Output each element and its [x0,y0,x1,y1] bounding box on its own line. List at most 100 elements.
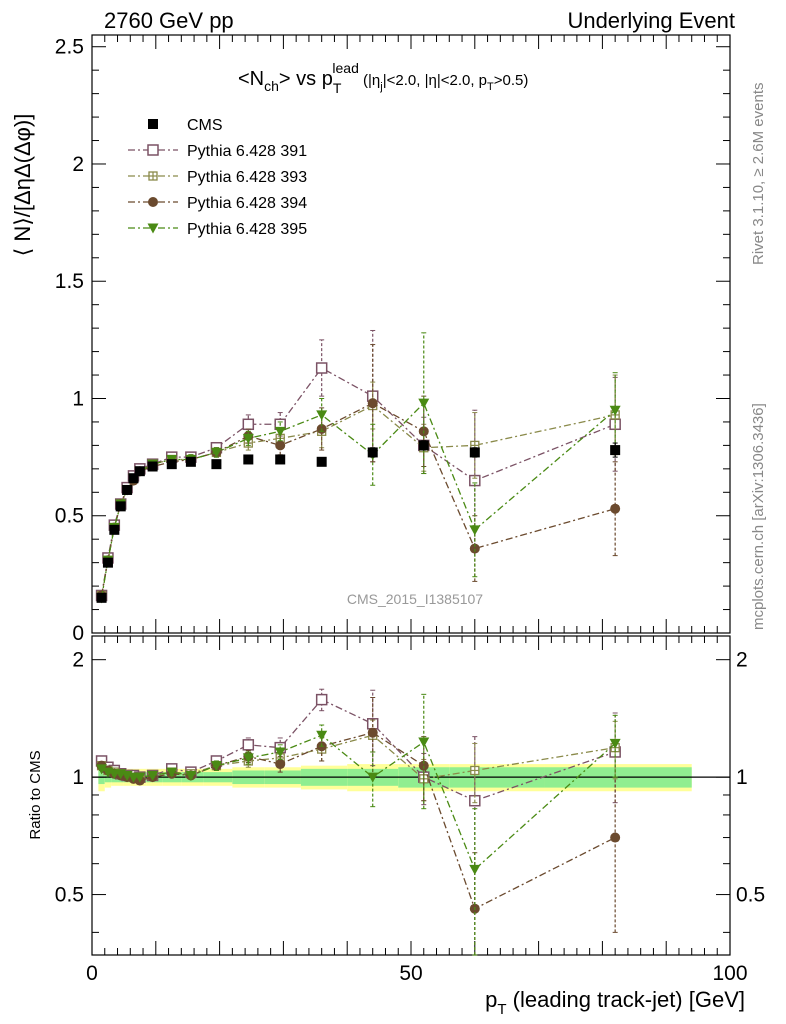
series-line [100,367,616,596]
data-point [242,753,254,764]
data-point [367,447,378,458]
title-cuts-1: (|η [359,72,380,89]
data-point [418,760,429,771]
rivet-label: Rivet 3.1.10, ≥ 2.6M events [750,83,767,266]
series-line [100,402,616,596]
legend-entry-pythia-6-428-393: Pythia 6.428 393 [128,169,307,186]
xlabel: pT (leading track-jet) [GeV] [485,987,745,1018]
ylabel-ratio: Ratio to CMS [27,750,44,839]
title-part-1: <N [238,68,264,90]
legend-label: Pythia 6.428 393 [187,169,307,186]
ratio-panel: 0 50 100 0.5 0.5 1 1 2 2 [55,635,765,985]
data-point [185,456,196,467]
data-point [96,764,108,775]
data-point [242,433,254,444]
data-point [316,410,328,421]
legend-marker [147,223,159,234]
y-tick-label-right: 2 [736,649,748,672]
data-point [274,747,286,758]
data-point [242,418,255,431]
series-line [100,404,616,596]
legend-marker [147,144,159,156]
title-sup: lead [332,60,358,76]
data-point [469,543,480,554]
y-tick-label: 1.5 [55,270,84,293]
title-cuts-sub-2: T [487,81,494,93]
legend-label: CMS [187,117,223,134]
series-line [101,731,616,910]
title-cuts-sub-1: j [379,81,382,93]
x-tick-label: 100 [712,962,747,985]
data-point [275,759,286,770]
data-point [109,524,120,535]
watermark: CMS_2015_I1385107 [347,591,483,607]
data-point [470,765,480,776]
legend-entry-pythia-6-428-395: Pythia 6.428 395 [128,221,307,238]
data-point [315,693,328,706]
data-point [367,772,379,783]
legend-marker [148,197,158,207]
data-point [469,525,481,536]
main-x-ticks [91,35,731,633]
data-point [469,864,481,875]
data-point [102,557,113,568]
data-point [96,592,107,603]
data-point [275,440,286,451]
y-tick-label: 1 [72,387,84,410]
legend-marker [148,119,158,129]
data-point [316,456,327,467]
data-point [185,770,197,781]
data-point [609,405,621,416]
data-point [242,739,255,751]
data-point [316,730,328,741]
legend-entry-pythia-6-428-391: Pythia 6.428 391 [128,143,307,160]
legend-marker [148,171,158,181]
data-point [243,454,254,465]
main-y-ticks: 0 0.5 1 1.5 2 2.5 [55,36,730,645]
main-panel: 0 0.5 1 1.5 2 2.5 [55,34,731,645]
legend: CMS Pythia 6.428 391 Pythia 6.428 393 Pythi… [128,117,307,238]
ratio-series-pythia-6-428-395 [96,693,621,956]
y-tick-label: 2 [72,153,84,176]
series-line [100,402,616,598]
data-point [166,767,178,778]
ratio-x-ticks: 0 50 100 [86,636,748,985]
data-point [134,466,145,477]
data-point [418,440,429,451]
data-point [610,832,621,843]
y-tick-label: 2 [72,649,84,672]
legend-entry-pythia-6-428-394: Pythia 6.428 394 [128,195,307,212]
series-line [101,734,616,871]
data-point [166,459,177,470]
title-cuts-2: |<2.0, |η|<2.0, p [383,72,487,89]
data-point [211,459,222,470]
data-point [315,362,328,374]
data-point [275,454,286,465]
data-point [128,473,139,484]
data-point [367,398,378,409]
data-point [610,503,621,514]
data-point [469,447,480,458]
data-point [418,737,430,748]
chart-title: <Nch> vs pTlead (|ηj|<2.0, |η|<2.0, pT>0… [238,60,528,96]
header-right: Underlying Event [567,8,735,33]
series-line [101,698,616,802]
data-point [274,426,286,437]
y-tick-label: 0 [72,622,84,645]
legend-label: Pythia 6.428 394 [187,195,307,212]
data-point [610,445,621,456]
ratio-y-ticks: 0.5 0.5 1 1 2 2 [55,649,765,933]
x-tick-label: 0 [86,962,98,985]
y-tick-label: 1 [72,766,84,789]
data-point [609,738,621,749]
data-point [134,772,146,783]
xlabel-rest: (leading track-jet) [GeV] [507,987,745,1012]
x-tick-label: 50 [399,962,422,985]
y-tick-label: 0.5 [55,505,84,528]
data-point [210,761,222,772]
xlabel-p: p [485,987,497,1012]
main-series-pythia-6-428-393 [96,374,620,601]
ratio-series-pythia-6-428-391 [95,688,621,906]
y-tick-label-right: 1 [736,766,748,789]
